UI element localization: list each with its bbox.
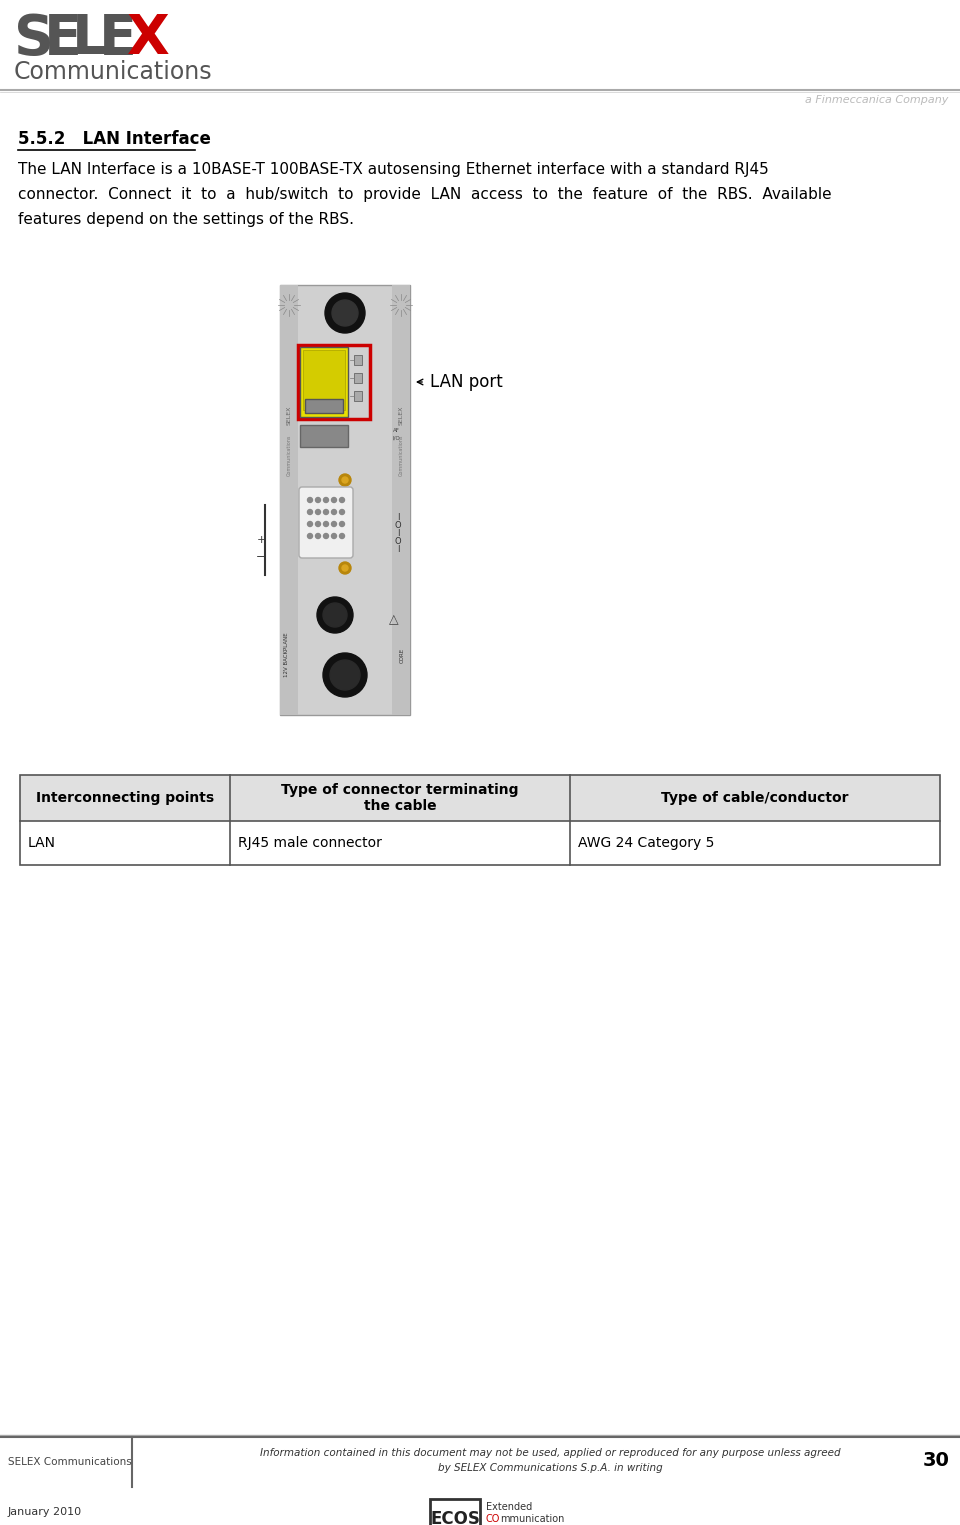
Text: SELEX: SELEX [398, 406, 403, 424]
Bar [298, 345, 370, 419]
Circle shape [340, 509, 345, 514]
Circle shape [316, 509, 321, 514]
Text: a Finmeccanica Company: a Finmeccanica Company [804, 95, 948, 105]
Text: Communications: Communications [398, 435, 403, 476]
Text: +: + [256, 535, 266, 544]
Text: SELEX: SELEX [286, 406, 292, 424]
Circle shape [316, 497, 321, 503]
Bar [300, 425, 348, 447]
Circle shape [317, 596, 353, 633]
Bar [280, 285, 410, 715]
Text: Communications: Communications [14, 59, 212, 84]
Circle shape [307, 534, 313, 538]
Bar [354, 390, 362, 401]
Text: I: I [396, 512, 399, 522]
Circle shape [339, 474, 351, 486]
Text: I: I [396, 529, 399, 537]
Text: AWG 24 Category 5: AWG 24 Category 5 [578, 836, 714, 849]
Circle shape [331, 534, 337, 538]
Circle shape [316, 534, 321, 538]
Text: Interconnecting points: Interconnecting points [36, 791, 214, 805]
Text: Extended: Extended [486, 1502, 532, 1511]
Text: Communications: Communications [286, 435, 292, 476]
Circle shape [340, 497, 345, 503]
Text: L: L [72, 12, 108, 66]
Text: E: E [99, 12, 137, 66]
Text: I/O: I/O [392, 436, 400, 441]
Bar [20, 775, 940, 820]
Text: X: X [127, 12, 170, 66]
Text: LAN: LAN [28, 836, 56, 849]
Text: The LAN Interface is a 10BASE-T 100BASE-TX autosensing Ethernet interface with a: The LAN Interface is a 10BASE-T 100BASE-… [18, 162, 769, 177]
Bar [354, 374, 362, 383]
Text: 5.5.2   LAN Interface: 5.5.2 LAN Interface [18, 130, 211, 148]
Bar [303, 351, 345, 410]
Text: O: O [395, 537, 401, 546]
Text: Information contained in this document may not be used, applied or reproduced fo: Information contained in this document m… [260, 1449, 840, 1458]
Text: SELEX Communications: SELEX Communications [8, 1456, 132, 1467]
Text: O: O [395, 520, 401, 529]
Text: 30: 30 [924, 1450, 950, 1470]
Circle shape [325, 293, 365, 332]
Bar [20, 775, 940, 865]
Circle shape [323, 602, 347, 627]
Text: CO: CO [486, 1514, 500, 1523]
Circle shape [331, 497, 337, 503]
Circle shape [324, 522, 328, 526]
Bar [300, 348, 348, 416]
Text: RJ45 male connector: RJ45 male connector [238, 836, 382, 849]
Circle shape [340, 522, 345, 526]
Text: Type of cable/conductor: Type of cable/conductor [661, 791, 849, 805]
Text: −: − [256, 552, 266, 563]
Text: ECOS: ECOS [430, 1510, 480, 1525]
Circle shape [316, 522, 321, 526]
Circle shape [332, 300, 358, 326]
Circle shape [331, 509, 337, 514]
Bar [305, 400, 343, 413]
Circle shape [339, 563, 351, 573]
Circle shape [331, 522, 337, 526]
Text: △: △ [389, 613, 398, 627]
Text: features depend on the settings of the RBS.: features depend on the settings of the R… [18, 212, 354, 227]
Text: by SELEX Communications S.p.A. in writing: by SELEX Communications S.p.A. in writin… [438, 1462, 662, 1473]
Text: CORE: CORE [399, 648, 404, 662]
Circle shape [323, 653, 367, 697]
Text: the cable: the cable [364, 799, 436, 813]
Text: I: I [396, 544, 399, 554]
Circle shape [324, 509, 328, 514]
Text: E: E [44, 12, 82, 66]
Bar [354, 355, 362, 364]
Circle shape [324, 497, 328, 503]
Circle shape [330, 660, 360, 689]
Circle shape [342, 477, 348, 483]
Circle shape [342, 564, 348, 570]
FancyBboxPatch shape [299, 486, 353, 558]
Text: January 2010: January 2010 [8, 1507, 83, 1517]
Text: S: S [14, 12, 54, 66]
Text: AF: AF [393, 427, 399, 433]
Text: 12V BACKPLANE: 12V BACKPLANE [283, 633, 289, 677]
Bar [392, 285, 410, 715]
Text: Type of connector terminating: Type of connector terminating [281, 782, 518, 798]
Circle shape [324, 534, 328, 538]
Bar [430, 1499, 480, 1525]
Text: LAN port: LAN port [430, 374, 503, 390]
Bar [280, 285, 298, 715]
Circle shape [307, 497, 313, 503]
Circle shape [340, 534, 345, 538]
Circle shape [307, 509, 313, 514]
Text: connector.  Connect  it  to  a  hub/switch  to  provide  LAN  access  to  the  f: connector. Connect it to a hub/switch to… [18, 188, 831, 201]
Text: mmunication: mmunication [500, 1514, 564, 1523]
Circle shape [307, 522, 313, 526]
